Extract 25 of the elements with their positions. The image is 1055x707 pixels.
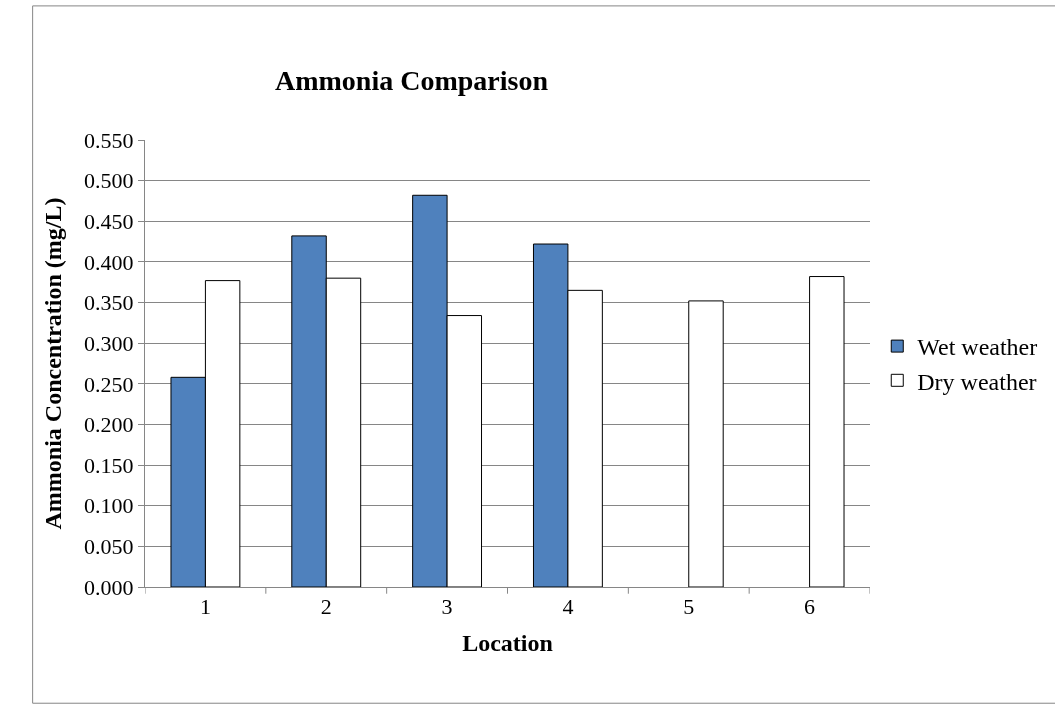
y-tick-label: 0.000 (84, 574, 134, 600)
y-tick-label: 0.550 (84, 127, 134, 153)
x-tick-label: 2 (320, 594, 332, 620)
bar (688, 300, 724, 587)
legend-label: Dry weather (917, 368, 1037, 395)
x-axis-title: Location (462, 629, 553, 656)
y-tick-label: 0.450 (84, 208, 134, 234)
chart-title: Ammonia Comparison (274, 65, 549, 97)
y-tick-label: 0.150 (84, 452, 134, 478)
x-tick-label: 4 (562, 594, 574, 620)
y-tick-label: 0.100 (84, 493, 134, 519)
y-axis-title: Ammonia Concentration (mg/L) (40, 197, 67, 530)
y-tick-label: 0.250 (84, 371, 134, 397)
y-tick-label: 0.050 (84, 534, 134, 560)
y-tick-label: 0.300 (84, 330, 134, 356)
bar (809, 276, 845, 587)
y-tick-label: 0.400 (84, 249, 134, 275)
y-tick-label: 0.350 (84, 290, 134, 316)
x-tick-label: 6 (804, 594, 816, 620)
x-tick-label: 5 (683, 594, 695, 620)
x-tick-label: 3 (441, 594, 453, 620)
x-tick-label: 1 (199, 594, 211, 620)
y-tick-label: 0.200 (84, 412, 134, 438)
legend-label: Wet weather (917, 334, 1038, 361)
y-tick-label: 0.500 (84, 168, 134, 194)
